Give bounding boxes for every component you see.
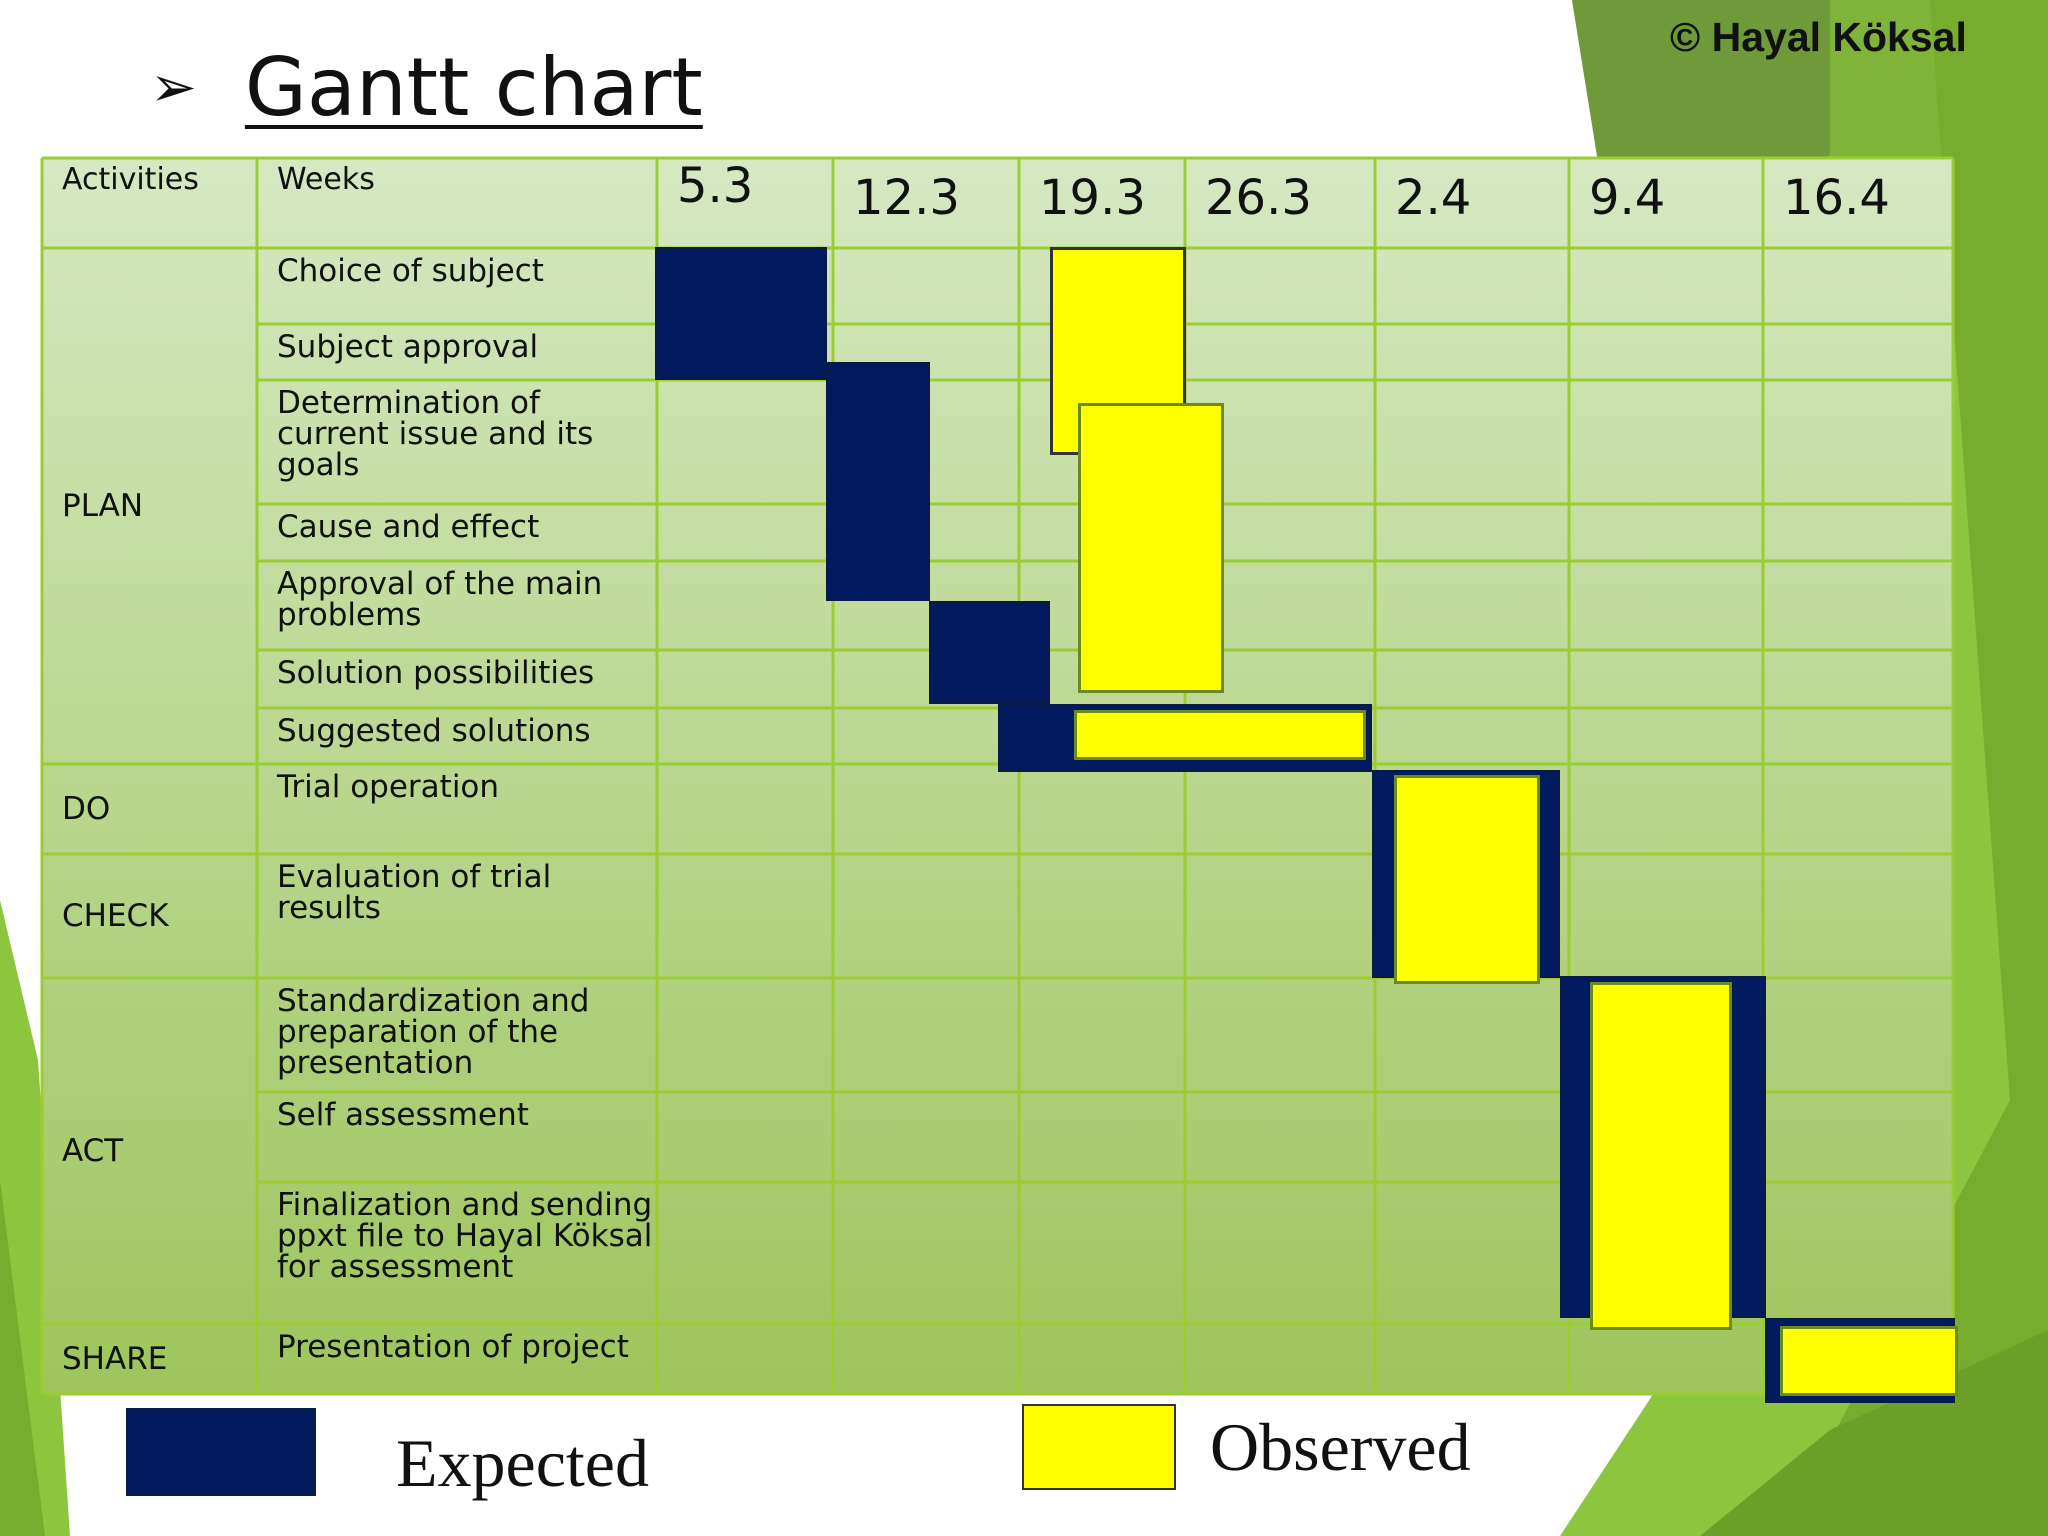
phase-label: PLAN [62, 487, 144, 524]
activity-label: Suggested solutions [277, 713, 591, 749]
slide-title: ➢ Gantt chart [150, 38, 703, 138]
activity-label: Solution possibilities [277, 655, 595, 691]
activity-label: Subject approval [277, 329, 539, 365]
legend-expected-swatch [126, 1408, 316, 1496]
week-label: 9.4 [1589, 170, 1666, 226]
activity-label: Finalization and sending ppxt file to Ha… [277, 1187, 653, 1285]
header-activities: Activities [62, 162, 199, 197]
observed-bar [1078, 403, 1224, 693]
week-label: 2.4 [1395, 170, 1472, 226]
week-label: 26.3 [1205, 170, 1312, 226]
expected-bar [655, 247, 827, 380]
phase-label: ACT [62, 1132, 124, 1169]
header-weeks: Weeks [277, 162, 375, 197]
expected-bar [929, 601, 1050, 704]
observed-bar [1590, 982, 1732, 1330]
title-text: Gantt chart [244, 41, 703, 134]
arrowhead-bullet-icon: ➢ [150, 55, 197, 120]
phase-label: DO [62, 790, 111, 827]
week-label: 5.3 [677, 158, 754, 214]
activity-label: Cause and effect [277, 509, 540, 545]
activity-label: Self assessment [277, 1097, 529, 1133]
week-label: 16.4 [1783, 170, 1890, 226]
week-label: 19.3 [1039, 170, 1146, 226]
activity-label: Trial operation [277, 769, 500, 805]
legend-observed-swatch [1022, 1404, 1176, 1490]
activity-label: Evaluation of trial results [277, 859, 552, 926]
activity-label: Choice of subject [277, 253, 544, 289]
activity-label: Standardization and preparation of the p… [277, 983, 590, 1081]
activity-label: Presentation of project [277, 1329, 629, 1365]
legend-expected-label: Expected [396, 1425, 649, 1501]
copyright-text: © Hayal Köksal [1670, 14, 1967, 60]
activity-label: Approval of the main problems [277, 566, 603, 633]
legend-observed-label: Observed [1210, 1409, 1471, 1485]
observed-bar [1780, 1326, 1958, 1396]
phase-label: SHARE [62, 1340, 168, 1377]
activity-label: Determination of current issue and its g… [277, 385, 594, 483]
phase-label: CHECK [62, 897, 169, 934]
week-label: 12.3 [853, 170, 960, 226]
observed-bar [1394, 775, 1540, 984]
expected-bar [826, 362, 930, 601]
observed-bar [1074, 710, 1366, 760]
